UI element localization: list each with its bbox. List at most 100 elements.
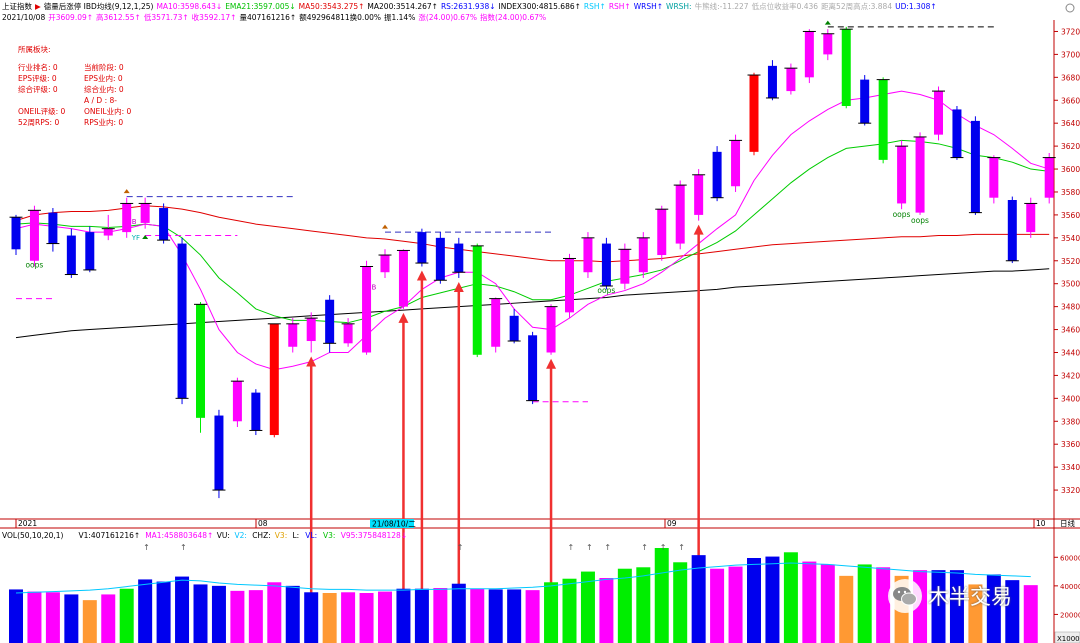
header-item: RSH↑ <box>583 2 606 11</box>
candle-body <box>509 315 519 342</box>
candle <box>876 77 890 164</box>
price-tick-label: 3600 <box>1061 165 1080 174</box>
candle-body <box>85 232 95 270</box>
header-item: 涨(24.00)0.67% <box>418 13 477 22</box>
volume-signal-arrow: ↑ <box>641 543 648 552</box>
signal-marker <box>142 234 149 239</box>
info-label: ONEIL业内: 0 <box>84 107 132 116</box>
header-item: 牛熊线:-11.227 <box>694 2 749 11</box>
price-tick-label: 3480 <box>1061 303 1080 312</box>
volume-header-item: V3: <box>275 531 287 540</box>
volume-bar <box>673 562 688 643</box>
candle-body <box>103 228 113 236</box>
volume-bar <box>138 579 153 643</box>
price-tick-label: 3320 <box>1061 486 1080 495</box>
volume-bar <box>876 567 891 643</box>
candle-body <box>1026 203 1036 233</box>
volume-bar <box>728 566 743 643</box>
info-label: 行业排名: 0 <box>18 63 58 72</box>
chart-header-line1: 上证指数 ▶ 德量后涨停 IBD均线(9,12,1,25) MA10:3598.643… <box>2 2 940 12</box>
candle <box>544 304 558 355</box>
candle-body <box>472 245 482 355</box>
price-tick-label: 3580 <box>1061 188 1080 197</box>
candle <box>618 243 632 290</box>
volume-bar <box>304 592 319 643</box>
price-tick-label: 3500 <box>1061 280 1080 289</box>
date-label: 09 <box>667 519 677 528</box>
candle-body <box>122 203 132 233</box>
header-item: 量407161216↑ <box>239 13 297 22</box>
candle-body <box>620 249 630 284</box>
volume-bar <box>968 584 983 643</box>
info-row: EPS评级: 0 EPS业内: 0 <box>18 73 158 84</box>
volume-header-item: V95:375848128↓ <box>341 531 407 540</box>
info-label: RPS业内: 0 <box>84 118 124 127</box>
volume-bar <box>710 568 725 643</box>
volume-bar <box>193 584 208 643</box>
unit-box <box>1054 631 1080 643</box>
candle-body <box>269 323 279 436</box>
volume-bar <box>322 593 337 643</box>
volume-bar <box>839 575 854 643</box>
header-item: RSH↑ <box>608 2 631 11</box>
volume-bar <box>986 574 1001 643</box>
ema21-line <box>15 139 1050 324</box>
volume-signal-arrow: ↑ <box>568 543 575 552</box>
candle-body <box>860 79 870 124</box>
header-item: 高3612.55↑ <box>96 13 141 22</box>
volume-bar <box>414 588 429 643</box>
header-item: 开3609.09↑ <box>48 13 94 22</box>
ma200-line <box>15 268 1050 339</box>
candle-body <box>749 75 759 152</box>
candle-body <box>767 65 777 98</box>
candle-body <box>288 323 298 347</box>
candle-body <box>528 335 538 401</box>
candle-body <box>546 306 556 353</box>
candle-body <box>1044 157 1054 198</box>
candle-body <box>657 209 667 256</box>
candle <box>987 155 1001 204</box>
candle-body <box>362 266 372 353</box>
period-label: 日线 <box>1060 518 1076 528</box>
info-label: 52周RPS: 0 <box>18 118 60 127</box>
info-row: A / D : 8- <box>18 95 158 106</box>
candle <box>27 205 41 267</box>
candle-body <box>952 109 962 158</box>
volume-bar <box>64 594 79 643</box>
candle-body <box>565 258 574 313</box>
price-tick-label: 3520 <box>1061 257 1080 266</box>
price-tick-label: 3680 <box>1061 73 1080 82</box>
candle-body <box>159 208 169 241</box>
oops-label: oops <box>597 286 615 295</box>
chart-header-line2: 2021/10/08 开3609.09↑ 高3612.55↑ 低3571.73↑ 收35… <box>2 13 549 23</box>
candle-body <box>712 151 722 198</box>
candle-body <box>1007 200 1017 261</box>
candle <box>729 134 743 192</box>
wechat-icon <box>888 579 922 613</box>
red-arrow-head <box>546 358 557 369</box>
header-item: EMA21:3597.005↓ <box>225 2 296 11</box>
info-row: 综合评级: 0 综合业内: 0 <box>18 84 158 95</box>
candle <box>655 205 669 261</box>
volume-signal-arrow: ↑ <box>586 543 593 552</box>
volume-bar <box>396 588 411 643</box>
signal-marker <box>123 189 130 194</box>
candle-body <box>694 174 704 215</box>
info-label: 综合评级: 0 <box>18 85 58 94</box>
volume-bar <box>562 578 577 643</box>
candle-body <box>177 243 187 399</box>
candle-body <box>934 91 943 135</box>
oops-label: oops <box>893 210 911 219</box>
volume-bar <box>267 582 282 643</box>
info-label: A / D : 8- <box>84 96 117 105</box>
candle <box>83 226 97 273</box>
candle <box>101 214 115 241</box>
volume-signal-arrow: ↑ <box>604 543 611 552</box>
info-row: ONEIL评级: 0 ONEIL业内: 0 <box>18 106 158 117</box>
candle-body <box>380 255 390 273</box>
header-item: 距离52周高点:3.884 <box>821 2 893 11</box>
header-item: 指数(24.00)0.67% <box>479 13 547 22</box>
price-tick-label: 3640 <box>1061 119 1080 128</box>
volume-bar <box>636 567 651 643</box>
